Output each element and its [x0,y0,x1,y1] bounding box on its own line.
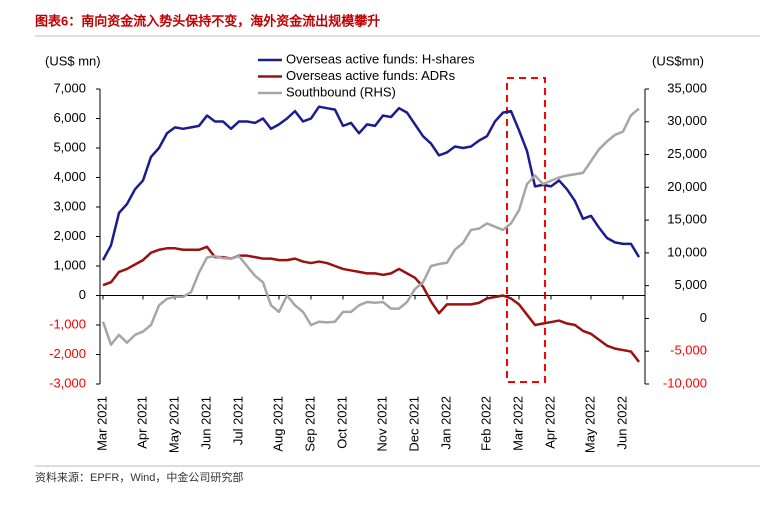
y-tick-label: -2,000 [49,346,86,361]
x-tick-label: Nov 2021 [374,396,389,452]
source: 资料来源：EPFR，Wind，中金公司研究部 [35,470,243,484]
y-tick-label: 6,000 [53,110,86,125]
y-tick-label: 1,000 [53,257,86,272]
y2-tick-label: -5,000 [670,343,707,358]
x-tick-label: Jun 2022 [614,396,629,450]
y-tick-label: -1,000 [49,316,86,331]
chart-title: 图表6：南向资金流入势头保持不变，海外资金流出规模攀升 [35,13,380,28]
y2-tick-label: 30,000 [667,113,707,128]
y-tick-label: 0 [79,287,86,302]
x-tick-label: Jun 2021 [198,396,213,450]
y2-tick-label: 25,000 [667,146,707,161]
legend-label: Overseas active funds: H-shares [286,51,475,66]
series-line [101,107,640,346]
y-tick-label: 2,000 [53,228,86,243]
y-tick-label: -3,000 [49,375,86,390]
legend-label: Overseas active funds: ADRs [286,68,456,83]
y2-tick-label: 20,000 [667,179,707,194]
y-tick-label: 5,000 [53,139,86,154]
x-tick-label: Mar 2022 [510,396,525,451]
y2-tick-label: 15,000 [667,212,707,227]
y-tick-label: 4,000 [53,169,86,184]
x-tick-label: Dec 2021 [406,396,421,452]
highlight-box [506,77,546,383]
y2-tick-label: 10,000 [667,244,707,259]
x-tick-label: Jul 2021 [230,396,245,445]
x-tick-label: May 2022 [582,396,597,453]
y2-tick-label: 35,000 [667,80,707,95]
series-line [101,105,641,261]
x-tick-label: May 2021 [166,396,181,453]
x-tick-label: Aug 2021 [270,396,285,452]
y2-tick-label: -10,000 [663,375,707,390]
y-axis-label: (US$ mn) [45,53,101,68]
y2-tick-label: 5,000 [674,277,707,292]
y-tick-label: 7,000 [53,80,86,95]
y-tick-label: 3,000 [53,198,86,213]
y2-tick-label: 0 [700,310,707,325]
x-tick-label: Jan 2022 [438,396,453,450]
y2-axis-label: (US$mn) [652,53,704,68]
legend-label: Southbound (RHS) [286,84,396,99]
x-tick-label: Oct 2021 [334,396,349,449]
x-tick-label: Feb 2022 [478,396,493,451]
series-line [102,245,640,363]
x-tick-label: Apr 2022 [542,396,557,449]
x-tick-label: Sep 2021 [302,396,317,452]
x-tick-label: Mar 2021 [94,396,109,451]
x-tick-label: Apr 2021 [134,396,149,449]
